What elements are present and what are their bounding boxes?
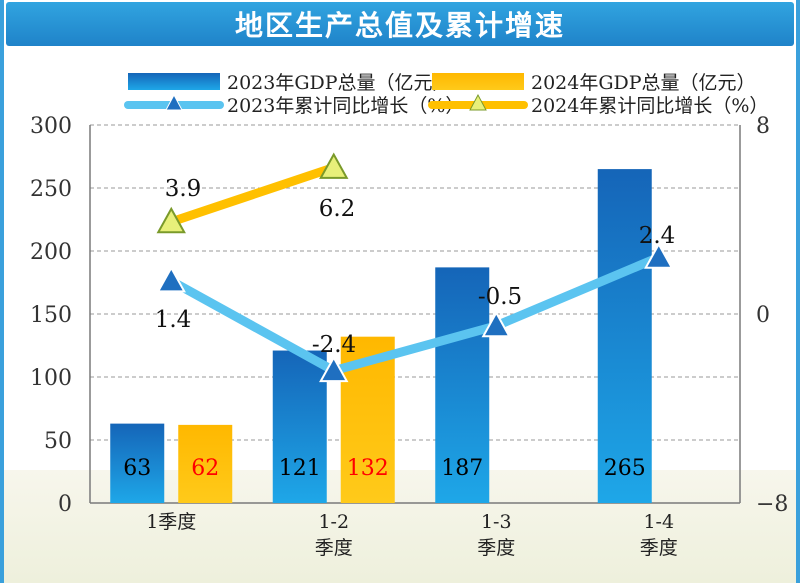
marker-2024 xyxy=(156,206,186,234)
line-2023 xyxy=(166,252,664,376)
line-value-label: 3.9 xyxy=(165,176,202,202)
y-left-tick-label: 0 xyxy=(58,492,72,517)
bar-value-label: 265 xyxy=(604,456,646,481)
y-right-tick-label: −8 xyxy=(756,492,788,517)
bar-value-label: 62 xyxy=(191,456,219,481)
bar-2023 xyxy=(435,267,490,503)
x-tick-label: 1季度 xyxy=(146,511,196,533)
y-left-tick-label: 50 xyxy=(44,429,72,454)
y-left-tick-label: 100 xyxy=(30,366,72,391)
marker-2024 xyxy=(319,152,349,179)
y-left-tick-label: 200 xyxy=(30,240,72,265)
y-left-tick-label: 300 xyxy=(30,114,72,139)
marker-2023 xyxy=(319,355,349,383)
x-tick-label: 季度 xyxy=(477,537,515,559)
bar-value-label: 63 xyxy=(123,456,151,481)
line-value-label: -2.4 xyxy=(312,332,356,358)
bar-2023 xyxy=(110,423,165,503)
x-tick-label: 1-2 xyxy=(318,511,349,533)
bar-value-label: 132 xyxy=(347,456,389,481)
bar-value-label: 187 xyxy=(441,456,483,481)
bar-value-label: 121 xyxy=(279,456,321,481)
chart-title: 地区生产总值及累计增速 xyxy=(6,2,794,46)
y-right-tick-label: 0 xyxy=(756,303,770,328)
legend-label: 2023年GDP总量（亿元） xyxy=(227,72,452,94)
frame-right-edge xyxy=(796,0,800,583)
legend-label: 2024年GDP总量（亿元） xyxy=(531,72,756,94)
line-value-label: 6.2 xyxy=(319,196,356,222)
bar-2023 xyxy=(272,350,327,503)
x-tick-label: 季度 xyxy=(315,537,353,559)
line-value-label: -0.5 xyxy=(478,284,522,310)
bar-2023 xyxy=(597,169,652,503)
frame-left-edge xyxy=(0,0,4,583)
line-2024 xyxy=(166,163,339,227)
legend-marker-2024 xyxy=(469,93,487,111)
y-left-tick-label: 150 xyxy=(30,303,72,328)
marker-2023 xyxy=(481,310,511,338)
legend-swatch-2024-bar xyxy=(432,73,524,90)
legend-label: 2024年累计同比增长（%） xyxy=(531,95,768,117)
x-tick-label: 1-4 xyxy=(643,511,674,533)
y-right-tick-label: 8 xyxy=(756,114,770,139)
line-value-label: 2.4 xyxy=(639,223,676,249)
marker-2023 xyxy=(644,242,674,269)
x-tick-label: 季度 xyxy=(640,537,678,559)
legend-label: 2023年累计同比增长（%） xyxy=(227,95,464,117)
bar-2024 xyxy=(178,424,233,503)
legend-swatch-2023-bar xyxy=(128,73,220,90)
x-tick-label: 1-3 xyxy=(481,511,512,533)
line-value-label: 1.4 xyxy=(155,307,192,333)
y-left-tick-label: 250 xyxy=(30,177,72,202)
marker-2023 xyxy=(156,265,186,293)
legend-marker-2023 xyxy=(165,93,183,111)
